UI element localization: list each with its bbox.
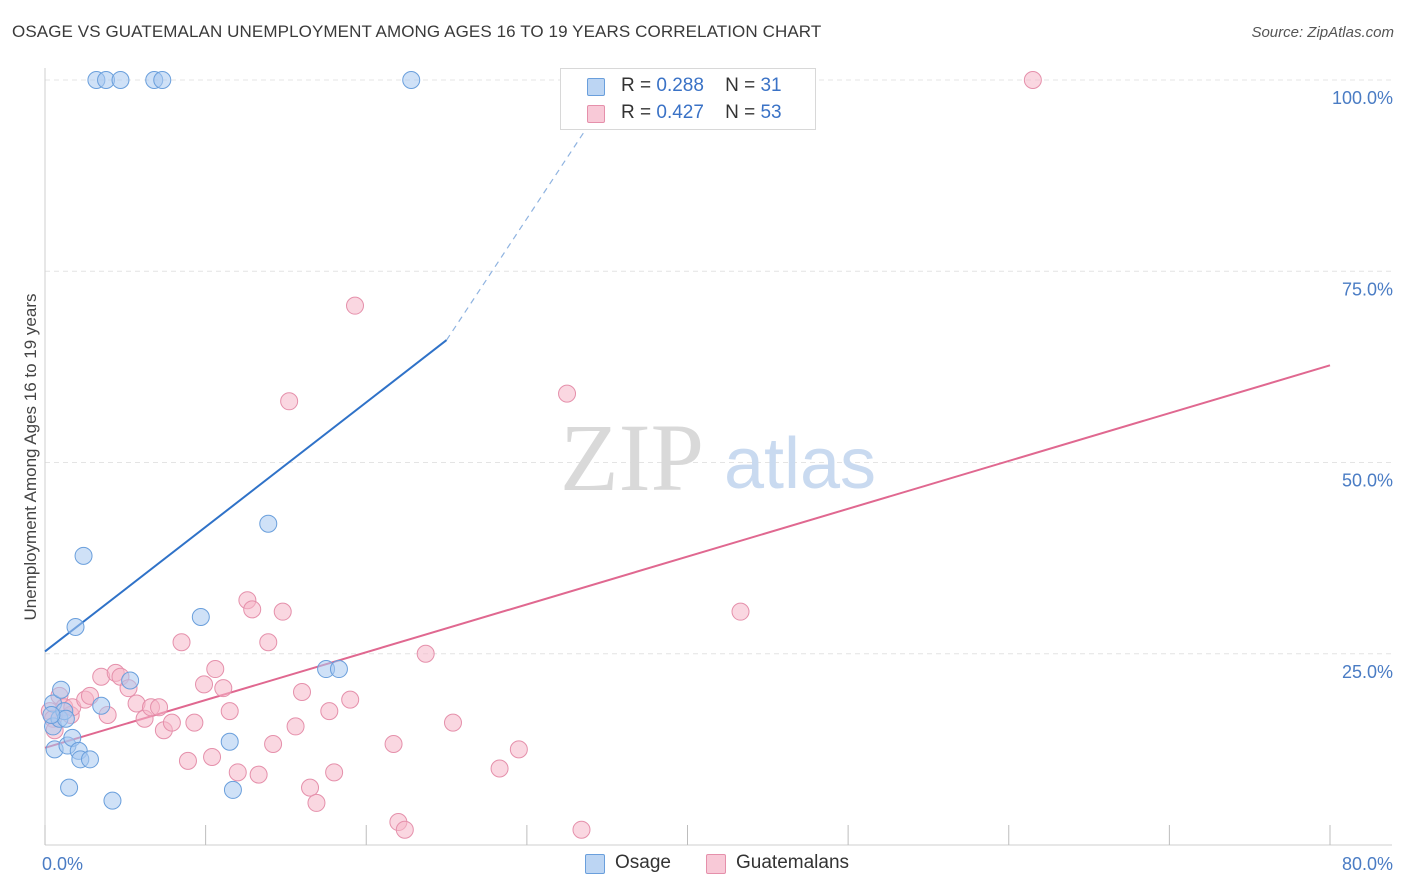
guatemalans-point: [259, 633, 278, 652]
correlation-legend: R = 0.288 N = 31 R = 0.427 N = 53: [560, 68, 816, 130]
guatemalans-point: [293, 683, 311, 701]
legend-r-label: R =: [621, 75, 652, 96]
osage-trend-line: [44, 339, 448, 653]
series-legend: Osage Guatemalans: [0, 852, 1406, 878]
legend-n-value: 53: [760, 102, 782, 123]
guatemalans-trend-line: [44, 364, 1331, 749]
guatemalans-point: [172, 633, 191, 652]
osage-point: [153, 71, 172, 89]
guatemalans-point: [243, 600, 262, 619]
guatemalans-point: [228, 763, 247, 782]
legend-n-value: 31: [760, 75, 782, 96]
guatemalans-legend-label: Guatemalans: [736, 852, 850, 873]
guatemalans-point: [301, 778, 320, 797]
osage-point: [52, 680, 71, 699]
guatemalans-point: [162, 713, 181, 732]
watermark-zip: ZIP: [560, 404, 704, 511]
guatemalans-point: [206, 660, 225, 679]
guatemalans-point: [346, 296, 365, 315]
osage-legend-swatch: [585, 854, 605, 874]
legend-r-label: R =: [621, 102, 652, 123]
guatemalans-point: [325, 763, 344, 782]
osage-point: [191, 608, 210, 627]
legend-r-value: 0.427: [656, 102, 704, 123]
guatemalans-point: [395, 820, 414, 839]
x-tick-label: 0.0%: [42, 854, 83, 874]
guatemalans-point: [150, 698, 169, 717]
osage-legend-label: Osage: [615, 852, 671, 873]
guatemalans-point: [249, 765, 268, 784]
y-axis-label: Unemployment Among Ages 16 to 19 years: [21, 294, 40, 621]
osage-point: [42, 705, 61, 724]
guatemalans-point: [80, 686, 99, 705]
y-tick-label: 75.0%: [1342, 279, 1393, 299]
osage-point: [220, 732, 239, 751]
osage-point: [111, 71, 130, 89]
guatemalans-point: [490, 759, 509, 778]
source-label: Source: ZipAtlas.com: [1251, 24, 1394, 41]
guatemalans-swatch: [587, 105, 605, 123]
guatemalans-point: [341, 690, 360, 709]
guatemalans-point: [320, 702, 339, 721]
y-tick-label: 25.0%: [1342, 662, 1393, 682]
guatemalans-point: [264, 735, 283, 754]
guatemalans-legend-swatch: [706, 854, 726, 874]
guatemalans-point: [273, 602, 292, 621]
guatemalans-point: [286, 717, 305, 736]
guatemalans-point: [195, 675, 214, 694]
guatemalans-point: [1023, 71, 1042, 89]
osage-point: [329, 660, 348, 679]
y-tick-label: 50.0%: [1342, 471, 1393, 491]
guatemalans-point: [185, 713, 204, 732]
guatemalans-point: [280, 392, 299, 411]
watermark: ZIP atlas: [560, 404, 876, 511]
guatemalans-point: [572, 820, 591, 839]
guatemalans-point: [443, 713, 462, 732]
osage-swatch: [587, 78, 605, 96]
trend-lines: [44, 79, 1331, 749]
osage-point: [259, 514, 278, 533]
guatemalans-point: [416, 644, 435, 663]
osage-point: [74, 546, 93, 565]
legend-n-label: N =: [725, 75, 756, 96]
osage-trend-extension: [446, 79, 619, 341]
axes: [44, 68, 1392, 846]
chart-title: OSAGE VS GUATEMALAN UNEMPLOYMENT AMONG A…: [12, 22, 822, 41]
legend-n-label: N =: [725, 102, 756, 123]
osage-point: [121, 671, 140, 690]
osage-point: [80, 750, 99, 769]
gridlines: [45, 79, 1392, 655]
guatemalans-point: [509, 740, 528, 759]
guatemalans-point: [214, 679, 233, 698]
osage-point: [60, 778, 79, 797]
osage-point: [92, 696, 111, 715]
data-points: [40, 71, 1042, 839]
osage-point: [103, 791, 122, 810]
guatemalans-point: [220, 702, 239, 721]
guatemalans-point: [307, 793, 326, 812]
osage-point: [66, 617, 85, 636]
guatemalans-point: [731, 602, 750, 621]
legend-r-value: 0.288: [656, 75, 704, 96]
y-tick-label: 100.0%: [1332, 88, 1393, 108]
guatemalans-point: [203, 748, 222, 767]
osage-point: [223, 780, 242, 799]
guatemalans-point: [558, 384, 577, 403]
tick-labels: 25.0% 50.0% 75.0% 100.0% 0.0% 80.0%: [42, 88, 1393, 874]
osage-point: [402, 71, 421, 89]
guatemalans-point: [384, 735, 403, 754]
x-tick-label: 80.0%: [1342, 854, 1393, 874]
guatemalans-point: [178, 751, 197, 770]
watermark-atlas: atlas: [724, 424, 876, 504]
